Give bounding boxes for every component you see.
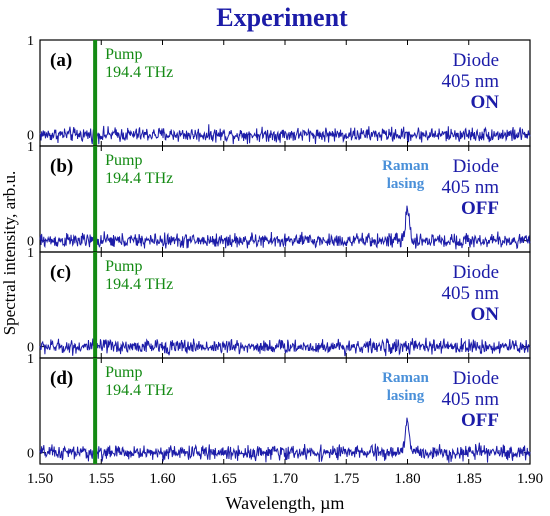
signal-series: [39, 205, 531, 250]
panel-tag: (b): [50, 156, 73, 177]
y-tick-label: 1: [27, 352, 34, 367]
x-axis-label: Wavelength, µm: [226, 493, 345, 513]
pump-frequency-label: 194.4 THz: [105, 170, 173, 187]
raman-lasing-label: lasing: [387, 176, 425, 192]
pump-label: Pump: [105, 46, 142, 63]
chart-title: Experiment: [216, 3, 348, 32]
diode-state-label: ON: [471, 304, 500, 325]
x-tick-label: 1.90: [517, 471, 543, 487]
x-tick-label: 1.65: [211, 471, 237, 487]
pump-frequency-label: 194.4 THz: [105, 382, 173, 399]
signal-series: [39, 124, 531, 145]
pump-frequency-label: 194.4 THz: [105, 276, 173, 293]
diode-label: Diode: [453, 50, 499, 71]
x-tick-label: 1.80: [394, 471, 420, 487]
y-tick-label: 0: [27, 341, 34, 356]
pump-frequency-label: 194.4 THz: [105, 64, 173, 81]
pump-label: Pump: [105, 152, 142, 169]
x-tick-label: 1.85: [456, 471, 482, 487]
raman-label: Raman: [382, 158, 429, 174]
y-tick-label: 1: [27, 246, 34, 261]
y-tick-label: 1: [27, 140, 34, 155]
diode-label: Diode: [453, 262, 499, 283]
y-tick-label: 0: [27, 235, 34, 250]
diode-label: Diode: [453, 368, 499, 389]
signal-series: [39, 337, 531, 357]
y-tick-label: 0: [27, 129, 34, 144]
diode-wavelength-label: 405 nm: [441, 389, 499, 410]
panel-tag: (c): [50, 262, 71, 283]
y-tick-label: 1: [27, 34, 34, 49]
diode-wavelength-label: 405 nm: [441, 71, 499, 92]
x-tick-label: 1.55: [88, 471, 114, 487]
diode-wavelength-label: 405 nm: [441, 283, 499, 304]
pump-label: Pump: [105, 364, 142, 381]
diode-state-label: OFF: [461, 410, 499, 431]
pump-label: Pump: [105, 258, 142, 275]
diode-state-label: OFF: [461, 198, 499, 219]
diode-label: Diode: [453, 156, 499, 177]
diode-state-label: ON: [471, 92, 500, 113]
y-tick-label: 0: [27, 447, 34, 462]
y-axis-label: Spectral intensity, arb.u.: [0, 171, 19, 336]
raman-label: Raman: [382, 370, 429, 386]
diode-wavelength-label: 405 nm: [441, 177, 499, 198]
x-tick-label: 1.50: [27, 471, 53, 487]
x-tick-label: 1.70: [272, 471, 298, 487]
raman-lasing-label: lasing: [387, 388, 425, 404]
x-tick-label: 1.60: [149, 471, 175, 487]
x-tick-label: 1.75: [333, 471, 359, 487]
panel-tag: (a): [50, 50, 72, 71]
signal-series: [39, 417, 531, 463]
panel-tag: (d): [50, 368, 73, 389]
